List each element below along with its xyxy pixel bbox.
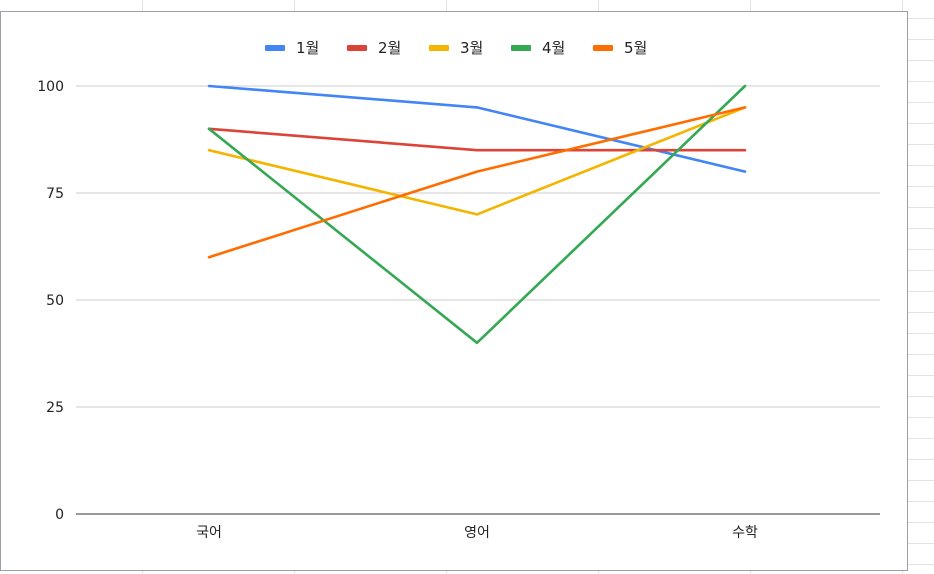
y-tick-label: 50 — [46, 293, 64, 309]
legend-label: 1월 — [296, 39, 319, 57]
x-tick-label: 수학 — [732, 525, 758, 541]
legend: 1월 2월 3월 4월 5월 — [265, 39, 647, 57]
legend-label: 4월 — [542, 39, 565, 57]
series-line-3[interactable] — [207, 106, 747, 216]
legend-label: 2월 — [378, 39, 401, 57]
legend-label: 5월 — [624, 39, 647, 57]
legend-swatch — [347, 45, 367, 51]
y-tick-label: 25 — [46, 400, 64, 416]
legend-swatch — [265, 45, 285, 51]
legend-swatch — [511, 45, 531, 51]
legend-swatch — [593, 45, 613, 51]
y-axis-ticks: 0 25 50 75 100 — [37, 79, 64, 523]
y-tick-label: 75 — [46, 186, 64, 202]
legend-swatch — [429, 45, 449, 51]
x-tick-label: 국어 — [196, 525, 222, 541]
y-tick-label: 100 — [37, 79, 64, 95]
x-tick-label: 영어 — [464, 525, 490, 541]
series-lines — [207, 84, 747, 345]
y-tick-label: 0 — [55, 507, 64, 523]
gridlines — [76, 85, 880, 408]
series-line-5[interactable] — [207, 106, 747, 259]
series-line-1[interactable] — [207, 84, 747, 173]
series-line-4[interactable] — [207, 84, 747, 345]
legend-label: 3월 — [460, 39, 483, 57]
series-line-2[interactable] — [207, 127, 747, 152]
x-axis-ticks: 국어 영어 수학 — [196, 525, 758, 541]
